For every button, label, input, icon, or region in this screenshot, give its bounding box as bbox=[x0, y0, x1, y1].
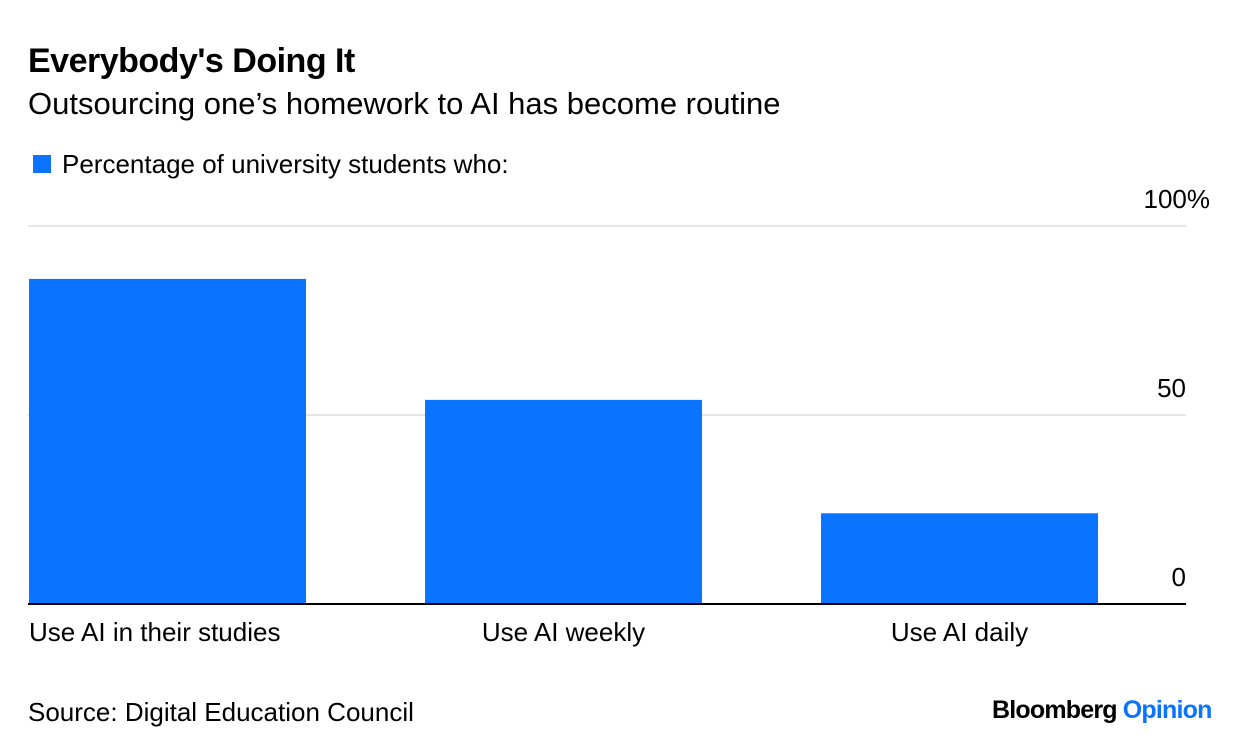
legend-swatch bbox=[33, 155, 51, 173]
bar bbox=[821, 513, 1098, 604]
legend-label: Percentage of university students who: bbox=[62, 149, 509, 179]
brand-name: Bloomberg bbox=[992, 696, 1118, 724]
bars bbox=[29, 278, 1098, 604]
legend: Percentage of university students who: bbox=[33, 146, 509, 182]
chart-title: Everybody's Doing It bbox=[28, 42, 355, 80]
y-tick-label: 0 bbox=[1172, 562, 1186, 592]
brand-logo: Bloomberg Opinion bbox=[992, 692, 1212, 728]
labels: 0 50 100% Use AI in their studies Use AI wee… bbox=[29, 184, 1210, 647]
bar bbox=[29, 278, 306, 604]
y-tick-label: 100% bbox=[1144, 184, 1211, 214]
x-tick-label: Use AI in their studies bbox=[29, 617, 280, 647]
y-tick-label: 50 bbox=[1157, 373, 1186, 403]
bar bbox=[425, 399, 702, 604]
chart-subtitle: Outsourcing one’s homework to AI has bec… bbox=[28, 86, 781, 121]
source-note: Source: Digital Education Council bbox=[28, 697, 414, 727]
x-tick-label: Use AI daily bbox=[891, 617, 1028, 647]
x-tick-label: Use AI weekly bbox=[482, 617, 645, 647]
brand-section: Opinion bbox=[1122, 696, 1213, 724]
